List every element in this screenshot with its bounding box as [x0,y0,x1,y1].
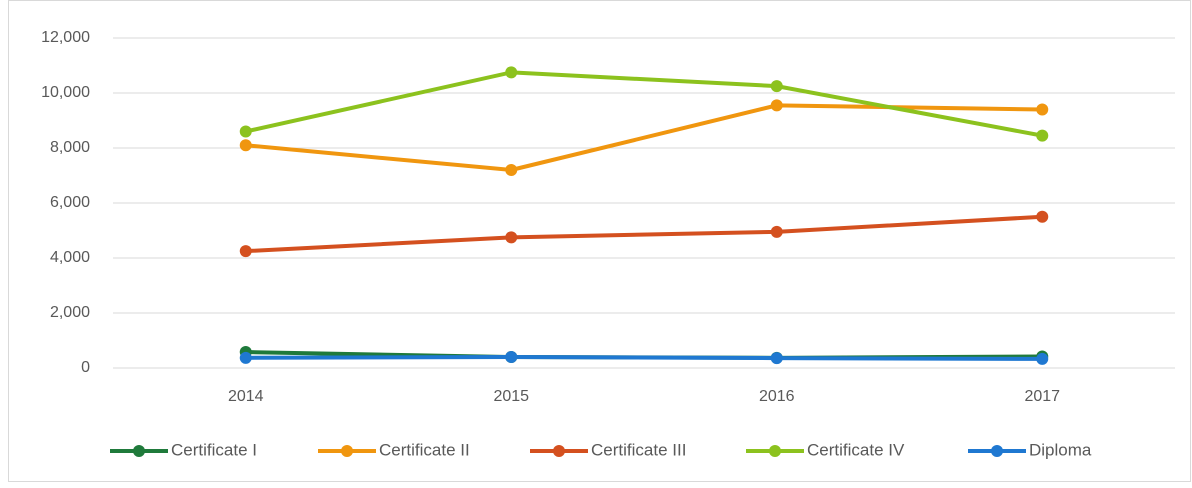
legend-label: Certificate IV [807,440,905,459]
data-point [770,352,783,365]
x-tick-label: 2017 [1024,388,1060,405]
data-point [239,125,252,138]
data-point [505,66,518,79]
legend-label: Certificate III [591,440,686,459]
x-tick-label: 2015 [493,388,529,405]
chart-border [8,0,1191,482]
series-line [243,70,1045,138]
y-tick-label: 12,000 [41,29,90,46]
legend-label: Diploma [1029,440,1092,459]
y-tick-label: 2,000 [50,304,90,321]
data-point [239,351,252,364]
legend-label: Certificate II [379,440,470,459]
data-point [1036,129,1049,142]
data-point [239,245,252,258]
data-point [505,351,518,363]
y-tick-label: 6,000 [50,194,90,211]
y-tick-label: 4,000 [50,249,90,266]
data-point [770,99,783,112]
data-point [505,164,518,176]
x-tick-label: 2014 [228,388,264,405]
series-line [243,103,1045,172]
data-point [1036,210,1049,223]
legend-marker [553,445,565,457]
series-line [243,355,1045,361]
data-point [770,225,783,238]
x-tick-label: 2016 [759,388,795,405]
data-point [505,231,518,244]
series-line [243,214,1045,254]
y-tick-label: 8,000 [50,139,90,156]
legend-label: Certificate I [171,440,257,459]
data-point [1036,103,1049,116]
data-point [1036,352,1049,365]
y-tick-label: 0 [81,359,90,376]
data-point [239,139,252,152]
legend-marker [769,445,781,457]
legend-marker [991,445,1003,457]
data-point [770,80,783,93]
y-tick-label: 10,000 [41,84,90,101]
legend-marker [341,445,353,457]
legend-marker [133,445,145,457]
